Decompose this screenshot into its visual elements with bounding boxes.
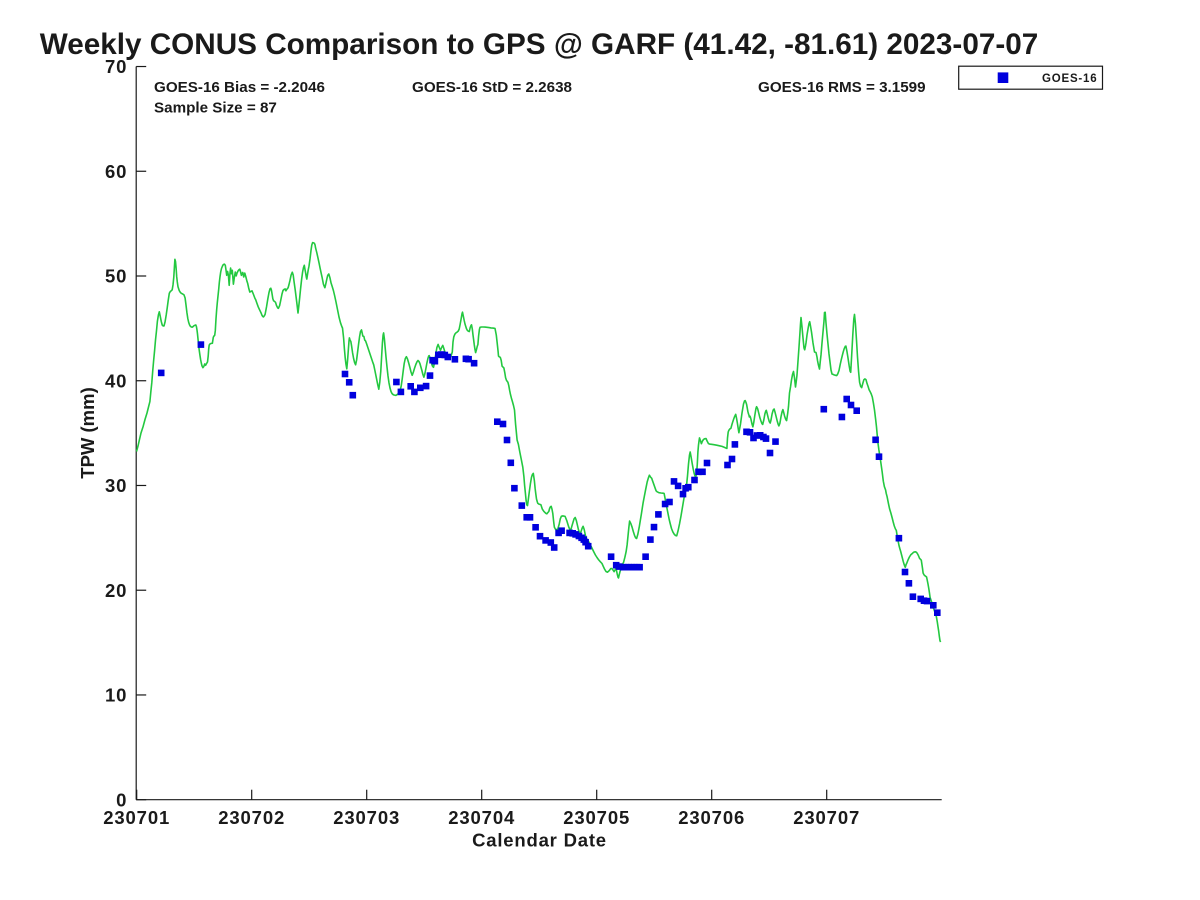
svg-text:GOES-16 RMS = 3.1599: GOES-16 RMS = 3.1599: [758, 79, 926, 96]
svg-text:0: 0: [116, 789, 127, 810]
svg-text:Weekly CONUS Comparison to GPS: Weekly CONUS Comparison to GPS @ GARF (4…: [40, 28, 1039, 61]
svg-text:10: 10: [105, 685, 127, 706]
svg-text:Sample Size = 87: Sample Size = 87: [154, 100, 277, 117]
svg-text:230706: 230706: [678, 807, 745, 828]
svg-text:230707: 230707: [793, 807, 860, 828]
svg-text:GOES-16: GOES-16: [1042, 73, 1097, 85]
svg-text:TPW (mm): TPW (mm): [77, 387, 98, 478]
svg-text:230705: 230705: [563, 807, 630, 828]
svg-text:230701: 230701: [103, 807, 170, 828]
svg-text:50: 50: [105, 266, 127, 287]
svg-text:40: 40: [105, 370, 127, 391]
svg-text:230704: 230704: [448, 807, 515, 828]
svg-text:Calendar Date: Calendar Date: [472, 830, 607, 851]
svg-text:60: 60: [105, 161, 127, 182]
svg-text:230703: 230703: [333, 807, 400, 828]
svg-text:230702: 230702: [218, 807, 285, 828]
svg-text:20: 20: [105, 580, 127, 601]
svg-text:70: 70: [105, 56, 127, 77]
svg-text:GOES-16 Bias = -2.2046: GOES-16 Bias = -2.2046: [154, 79, 325, 96]
svg-text:30: 30: [105, 475, 127, 496]
svg-text:GOES-16 StD = 2.2638: GOES-16 StD = 2.2638: [412, 79, 572, 96]
